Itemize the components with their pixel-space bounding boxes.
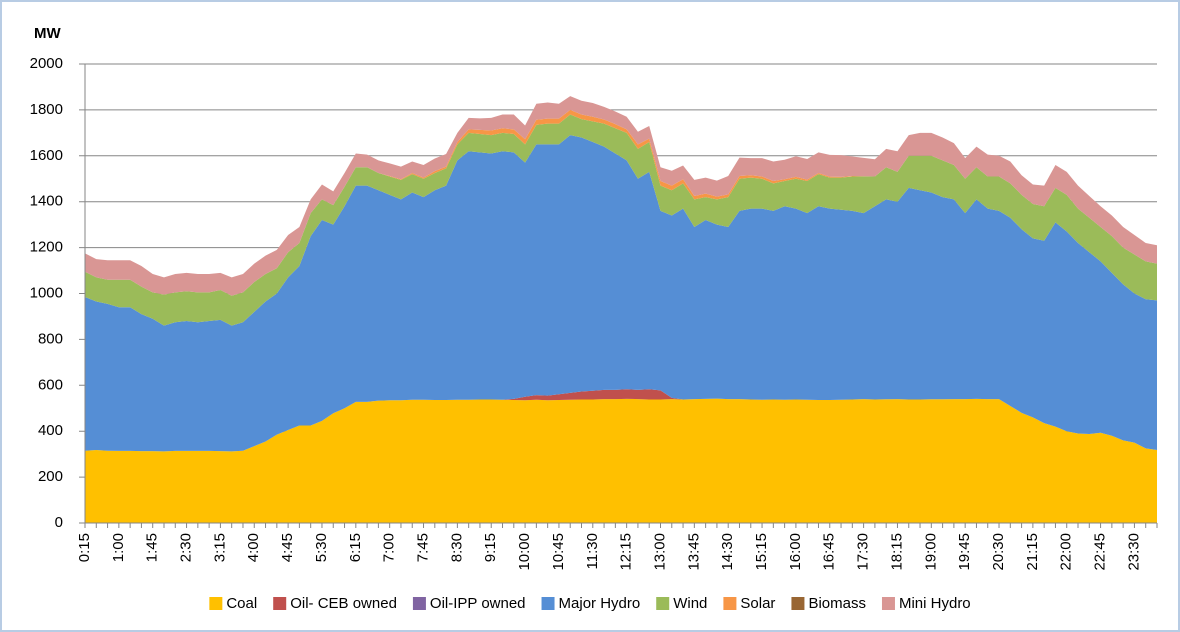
x-tick-label: 3:15: [211, 533, 228, 562]
x-tick-label: 6:15: [347, 533, 364, 562]
x-tick-label: 21:15: [1024, 533, 1041, 571]
y-tick-label: 1200: [30, 239, 63, 256]
legend-swatch: [723, 597, 737, 610]
legend-swatch: [791, 597, 805, 610]
y-tick-label: 1400: [30, 193, 63, 210]
x-tick-label: 8:30: [448, 533, 465, 562]
area: [85, 114, 1157, 326]
x-tick-label: 23:30: [1125, 533, 1142, 571]
x-tick-label: 1:45: [144, 533, 161, 562]
x-tick-label: 10:45: [550, 533, 567, 571]
legend-label: Oil- CEB owned: [290, 595, 397, 612]
x-tick-label: 4:45: [279, 533, 296, 562]
y-tick-label: 2000: [30, 55, 63, 72]
y-tick-label: 1600: [30, 147, 63, 164]
y-tick-label: 1000: [30, 284, 63, 301]
legend: Coal Oil- CEB owned Oil-IPP owned Major Hyd…: [209, 595, 971, 612]
y-tick-label: 200: [38, 468, 63, 485]
legend-swatch: [541, 597, 555, 610]
x-tick-label: 15:15: [753, 533, 770, 571]
x-tick-label: 9:15: [482, 533, 499, 562]
x-tick-label: 7:45: [414, 533, 431, 562]
area: [85, 135, 1157, 452]
x-tick-label: 16:45: [821, 533, 838, 571]
legend-swatch: [273, 597, 287, 610]
x-tick-label: 18:15: [888, 533, 905, 571]
x-tick-label: 13:00: [651, 533, 668, 571]
x-tick-label: 10:00: [516, 533, 533, 571]
x-tick-label: 16:00: [787, 533, 804, 571]
x-tick-label: 19:45: [956, 533, 973, 571]
legend-label: Solar: [740, 595, 775, 612]
x-tick-label: 5:30: [313, 533, 330, 562]
x-tick-label: 22:00: [1058, 533, 1075, 571]
x-tick-label: 11:30: [584, 533, 601, 569]
y-tick-label: 600: [38, 376, 63, 393]
x-tick-label: 14:30: [719, 533, 736, 571]
area: [85, 398, 1157, 523]
legend-label: Mini Hydro: [899, 595, 971, 612]
x-tick-label: 20:30: [990, 533, 1007, 571]
x-tick-label: 2:30: [178, 533, 195, 562]
x-tick-label: 4:00: [245, 533, 262, 562]
legend-label: Major Hydro: [559, 595, 641, 612]
legend-swatch: [209, 597, 223, 610]
x-tick-label: 17:30: [855, 533, 872, 571]
x-tick-label: 19:00: [922, 533, 939, 571]
area: [85, 96, 1157, 296]
y-axis-label: MW: [34, 25, 61, 42]
y-tick-label: 0: [55, 514, 63, 531]
x-tick-label: 22:45: [1092, 533, 1109, 571]
x-tick-label: 1:00: [110, 533, 127, 562]
legend-swatch: [656, 597, 670, 610]
y-tick-label: 1800: [30, 101, 63, 118]
legend-label: Oil-IPP owned: [430, 595, 526, 612]
y-tick-label: 800: [38, 330, 63, 347]
x-tick-label: 12:15: [618, 533, 635, 571]
legend-swatch: [412, 597, 426, 610]
legend-label: Coal: [226, 595, 257, 612]
legend-label: Biomass: [808, 595, 866, 612]
x-tick-label: 13:45: [685, 533, 702, 571]
x-tick-label: 0:15: [76, 533, 93, 562]
y-tick-label: 400: [38, 422, 63, 439]
x-tick-label: 7:00: [381, 533, 398, 562]
legend-swatch: [881, 597, 895, 610]
legend-label: Wind: [673, 595, 707, 612]
